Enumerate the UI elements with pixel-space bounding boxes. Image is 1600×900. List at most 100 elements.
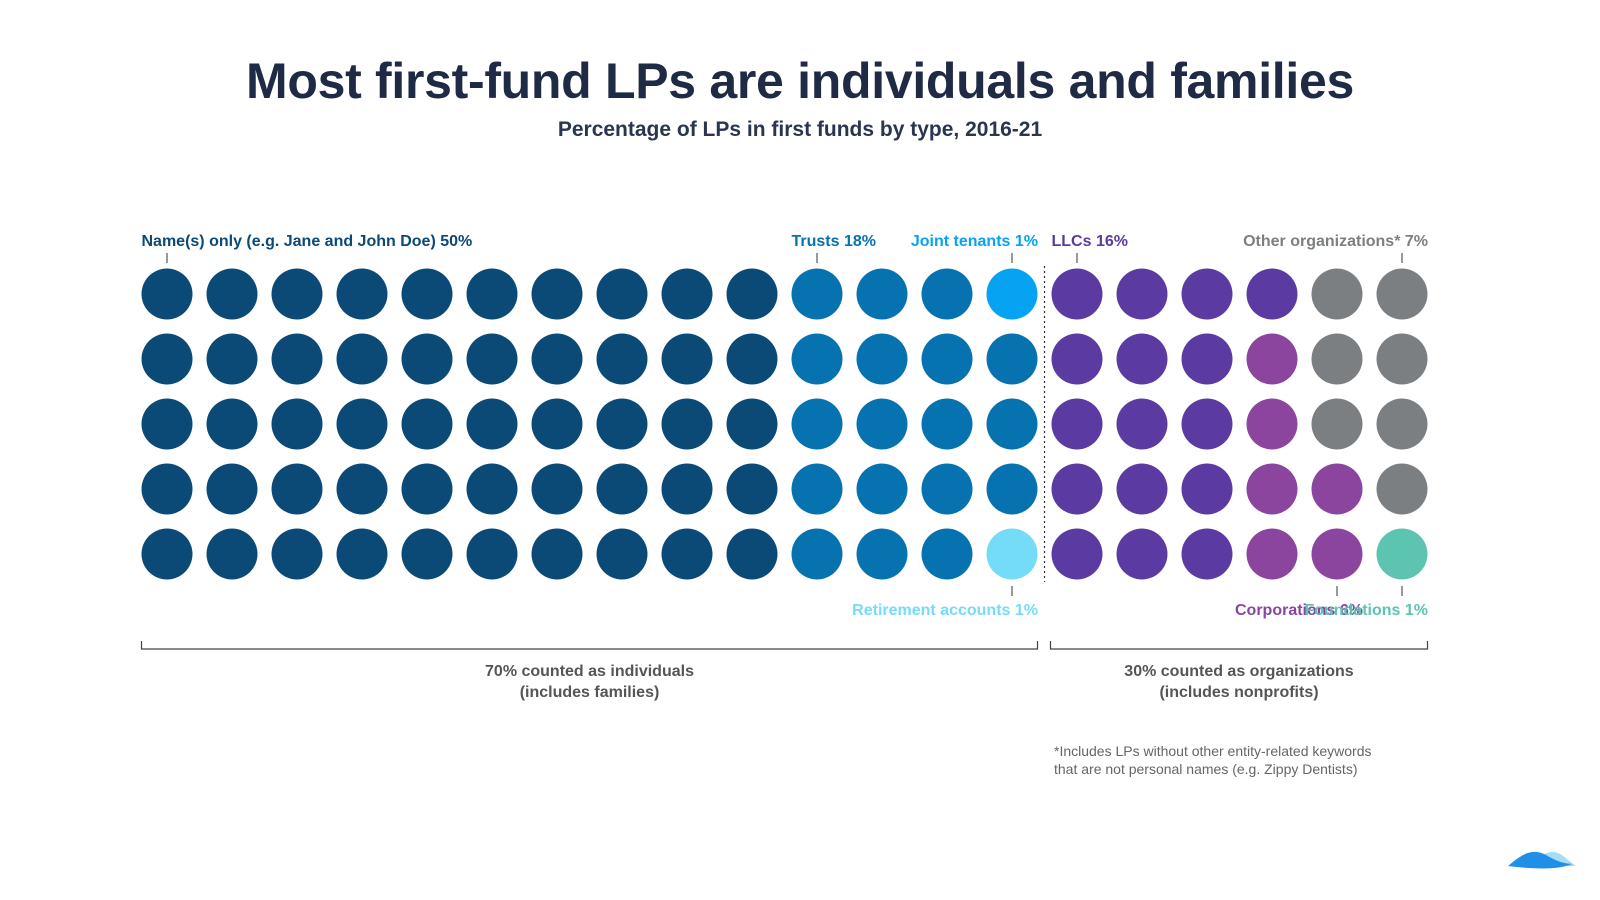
dot-trusts [791, 398, 843, 450]
dot-name-s-only-e-g-jane-and-john-doe [336, 463, 388, 515]
dot-name-s-only-e-g-jane-and-john-doe [726, 463, 778, 515]
dot-trusts [791, 463, 843, 515]
dot-name-s-only-e-g-jane-and-john-doe [401, 463, 453, 515]
dot-trusts [856, 398, 908, 450]
dot-name-s-only-e-g-jane-and-john-doe [271, 333, 323, 385]
dot-foundations [1376, 528, 1428, 580]
label-joint-tenants: Joint tenants 1% [911, 233, 1038, 250]
group-label-individuals: 70% counted as individuals [485, 663, 694, 680]
dot-name-s-only-e-g-jane-and-john-doe [726, 333, 778, 385]
group-sublabel-organizations: (includes nonprofits) [1159, 684, 1318, 701]
dot-name-s-only-e-g-jane-and-john-doe [271, 463, 323, 515]
label-retirement-accounts: Retirement accounts 1% [852, 602, 1038, 619]
dot-trusts [921, 268, 973, 320]
dot-name-s-only-e-g-jane-and-john-doe [726, 528, 778, 580]
chart-subtitle: Percentage of LPs in first funds by type… [557, 118, 1043, 141]
dot-name-s-only-e-g-jane-and-john-doe [596, 463, 648, 515]
dot-trusts [791, 528, 843, 580]
dot-llcs [1116, 333, 1168, 385]
dot-trusts [921, 463, 973, 515]
dot-name-s-only-e-g-jane-and-john-doe [141, 268, 193, 320]
dot-name-s-only-e-g-jane-and-john-doe [466, 463, 518, 515]
bracket-individuals [140, 641, 1039, 650]
wave-logo-icon [1508, 851, 1576, 869]
label-other-organizations: Other organizations* 7% [1243, 233, 1428, 250]
bracket-organizations [1049, 641, 1429, 650]
dot-name-s-only-e-g-jane-and-john-doe [531, 268, 583, 320]
footnote-line: that are not personal names (e.g. Zippy … [1054, 761, 1357, 777]
chart-title: Most first-fund LPs are individuals and … [245, 53, 1354, 109]
dot-name-s-only-e-g-jane-and-john-doe [336, 268, 388, 320]
dot-name-s-only-e-g-jane-and-john-doe [531, 463, 583, 515]
dot-trusts [921, 528, 973, 580]
label-name-s-only-e-g-jane-and-john-doe: Name(s) only (e.g. Jane and John Doe) 50… [142, 233, 473, 250]
label-corporations: Corporations 6% [1235, 602, 1363, 619]
dot-name-s-only-e-g-jane-and-john-doe [726, 398, 778, 450]
dot-name-s-only-e-g-jane-and-john-doe [596, 333, 648, 385]
label-foundations: Foundations 1% [1304, 602, 1428, 619]
dot-trusts [856, 268, 908, 320]
dot-name-s-only-e-g-jane-and-john-doe [466, 333, 518, 385]
dot-name-s-only-e-g-jane-and-john-doe [271, 398, 323, 450]
dot-llcs [1116, 398, 1168, 450]
label-llcs: LLCs 16% [1052, 233, 1128, 250]
dot-llcs [1181, 528, 1233, 580]
dot-name-s-only-e-g-jane-and-john-doe [531, 528, 583, 580]
dot-llcs [1181, 268, 1233, 320]
dot-name-s-only-e-g-jane-and-john-doe [401, 398, 453, 450]
dot-name-s-only-e-g-jane-and-john-doe [661, 268, 713, 320]
dot-trusts [791, 333, 843, 385]
dot-name-s-only-e-g-jane-and-john-doe [531, 398, 583, 450]
dot-llcs [1181, 463, 1233, 515]
dot-trusts [921, 398, 973, 450]
dot-name-s-only-e-g-jane-and-john-doe [661, 528, 713, 580]
dot-llcs [1051, 463, 1103, 515]
dot-llcs [1181, 333, 1233, 385]
group-sublabel-individuals: (includes families) [520, 684, 660, 701]
dot-name-s-only-e-g-jane-and-john-doe [141, 528, 193, 580]
dot-corporations [1246, 528, 1298, 580]
dot-corporations [1246, 398, 1298, 450]
dot-name-s-only-e-g-jane-and-john-doe [206, 463, 258, 515]
dot-trusts [986, 398, 1038, 450]
dot-llcs [1051, 398, 1103, 450]
dot-other-organizations [1311, 333, 1363, 385]
dot-llcs [1116, 528, 1168, 580]
dot-name-s-only-e-g-jane-and-john-doe [596, 398, 648, 450]
dot-trusts [921, 333, 973, 385]
dot-name-s-only-e-g-jane-and-john-doe [661, 398, 713, 450]
dot-corporations [1311, 528, 1363, 580]
dot-name-s-only-e-g-jane-and-john-doe [206, 333, 258, 385]
dot-corporations [1311, 463, 1363, 515]
dot-joint-tenants [986, 268, 1038, 320]
dot-other-organizations [1376, 463, 1428, 515]
dot-trusts [986, 333, 1038, 385]
dot-llcs [1051, 268, 1103, 320]
dot-other-organizations [1311, 398, 1363, 450]
dot-llcs [1116, 268, 1168, 320]
dot-other-organizations [1376, 333, 1428, 385]
label-trusts: Trusts 18% [792, 233, 876, 250]
dot-name-s-only-e-g-jane-and-john-doe [596, 268, 648, 320]
dot-llcs [1051, 528, 1103, 580]
footnote: *Includes LPs without other entity-relat… [1054, 743, 1372, 777]
dot-corporations [1246, 463, 1298, 515]
dot-other-organizations [1376, 268, 1428, 320]
dot-name-s-only-e-g-jane-and-john-doe [271, 268, 323, 320]
dot-name-s-only-e-g-jane-and-john-doe [206, 268, 258, 320]
dot-name-s-only-e-g-jane-and-john-doe [531, 333, 583, 385]
dot-trusts [791, 268, 843, 320]
dot-name-s-only-e-g-jane-and-john-doe [141, 398, 193, 450]
dot-name-s-only-e-g-jane-and-john-doe [336, 333, 388, 385]
dot-name-s-only-e-g-jane-and-john-doe [401, 528, 453, 580]
dot-trusts [856, 528, 908, 580]
dot-llcs [1246, 268, 1298, 320]
dot-other-organizations [1311, 268, 1363, 320]
dot-name-s-only-e-g-jane-and-john-doe [336, 398, 388, 450]
dot-name-s-only-e-g-jane-and-john-doe [401, 333, 453, 385]
dot-name-s-only-e-g-jane-and-john-doe [206, 528, 258, 580]
category-labels: Name(s) only (e.g. Jane and John Doe) 50… [142, 233, 1429, 619]
dot-trusts [856, 333, 908, 385]
group-label-organizations: 30% counted as organizations [1124, 663, 1353, 680]
